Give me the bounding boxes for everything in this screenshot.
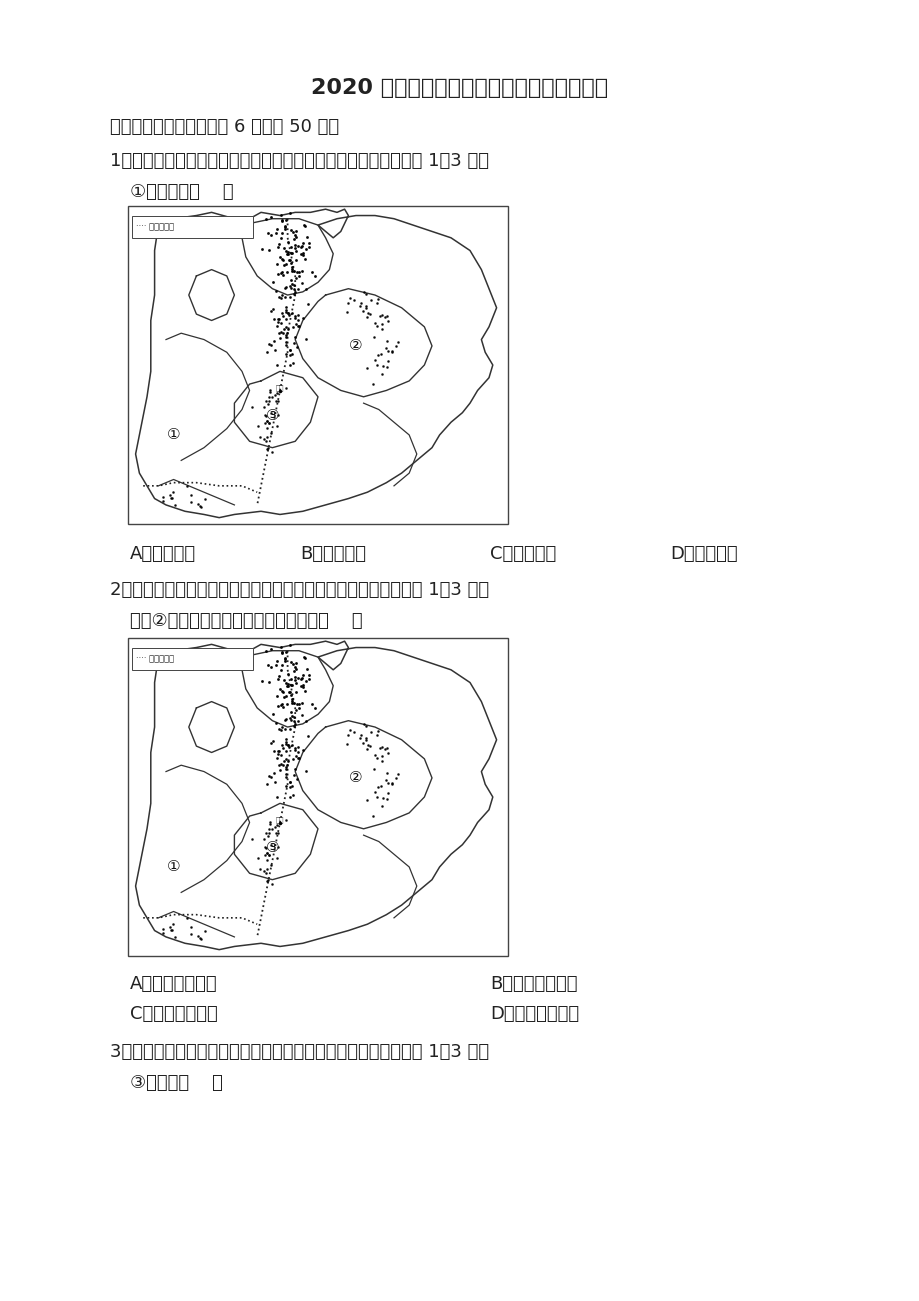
Text: 关于②地形区自然特征的描述正确的是（    ）: 关于②地形区自然特征的描述正确的是（ ） xyxy=(130,611,362,630)
Bar xyxy=(131,216,253,238)
Text: 2．北方地区是我们熟悉的家园，如图为北方地区略图。据此完成 1～3 题。: 2．北方地区是我们熟悉的家园，如图为北方地区略图。据此完成 1～3 题。 xyxy=(110,582,489,598)
Text: ···· 地形分界线: ···· 地形分界线 xyxy=(136,222,174,232)
Text: ③: ③ xyxy=(266,840,278,855)
Text: 北京: 北京 xyxy=(276,816,284,822)
Text: ①: ① xyxy=(166,428,180,442)
Bar xyxy=(128,206,507,524)
Bar xyxy=(128,637,507,956)
Text: ③: ③ xyxy=(266,409,278,423)
Text: A．东北平原: A．东北平原 xyxy=(130,545,196,563)
Text: C．黄土高原: C．黄土高原 xyxy=(490,545,556,563)
Text: 3．北方地区是我们熟悉的家园，如图为北方地区略图。据此完成 1～3 题。: 3．北方地区是我们熟悉的家园，如图为北方地区略图。据此完成 1～3 题。 xyxy=(110,1043,489,1062)
Text: 2020 年河北省张家口市中考地理真题及答案: 2020 年河北省张家口市中考地理真题及答案 xyxy=(312,78,607,98)
Text: ②: ② xyxy=(349,338,362,354)
Text: 一、单项选择题（每小题 6 分，共 50 分）: 一、单项选择题（每小题 6 分，共 50 分） xyxy=(110,118,339,137)
Text: ···· 地形分界线: ···· 地形分界线 xyxy=(136,654,174,664)
Text: B．华北平原: B．华北平原 xyxy=(300,545,366,563)
Text: D．四川盆地: D．四川盆地 xyxy=(669,545,737,563)
Text: B．地形崎岖不平: B．地形崎岖不平 xyxy=(490,974,577,993)
Text: 1．北方地区是我们熟悉的家园，如图为北方地区略图。据此完成 1～3 题。: 1．北方地区是我们熟悉的家园，如图为北方地区略图。据此完成 1～3 题。 xyxy=(110,152,489,170)
Text: ②: ② xyxy=(349,770,362,786)
Text: D．河流无结冰期: D．河流无结冰期 xyxy=(490,1004,578,1023)
Text: ①地形区是（    ）: ①地形区是（ ） xyxy=(130,183,233,200)
Bar xyxy=(131,648,253,670)
Text: 北京: 北京 xyxy=(276,384,284,390)
Text: ③地形区（    ）: ③地形区（ ） xyxy=(130,1075,222,1092)
Text: ①: ① xyxy=(166,860,180,874)
Text: A．土地平坦肥沃: A．土地平坦肥沃 xyxy=(130,974,218,993)
Text: C．树木四季常绿: C．树木四季常绿 xyxy=(130,1004,218,1023)
